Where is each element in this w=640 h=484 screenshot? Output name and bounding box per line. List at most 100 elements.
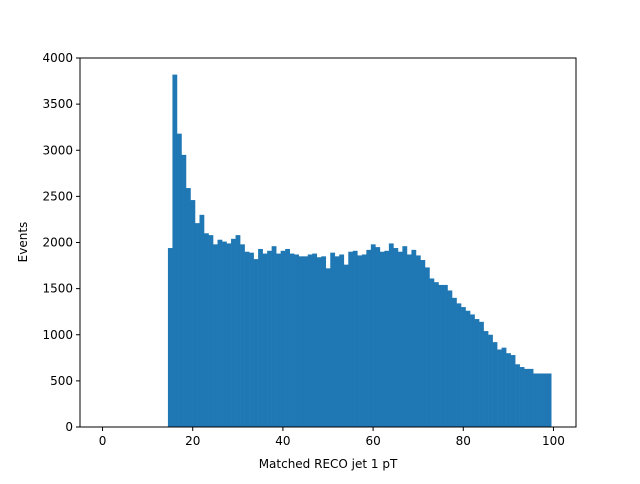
histogram-bar [217, 239, 223, 427]
histogram-bar [316, 257, 322, 427]
histogram-bar [510, 355, 516, 427]
histogram-bar [231, 238, 236, 427]
histogram-bar [249, 252, 254, 427]
histogram-bar [285, 248, 290, 427]
y-tick-label: 2500 [42, 189, 73, 203]
histogram-bar [406, 254, 412, 427]
histogram-bar [181, 154, 187, 428]
x-tick-label: 80 [456, 434, 471, 448]
histogram-bar [424, 267, 430, 427]
histogram-bar [190, 200, 196, 427]
histogram-bar [357, 255, 363, 427]
histogram-bar [235, 235, 241, 427]
histogram-bar [199, 214, 205, 427]
histogram-bar [294, 254, 299, 427]
y-tick-label: 500 [50, 374, 73, 388]
histogram-bar [222, 241, 227, 427]
histogram-bar [262, 253, 268, 427]
histogram-bar [280, 250, 286, 427]
y-tick-label: 0 [65, 420, 73, 434]
histogram-bar [267, 250, 272, 427]
y-axis-label: Events [16, 222, 30, 263]
histogram-bar [339, 254, 345, 427]
histogram-bar [384, 250, 390, 427]
histogram-bar [361, 254, 367, 427]
histogram-bar [258, 248, 263, 427]
histogram-bar [519, 367, 525, 427]
histogram-bar [307, 254, 313, 427]
histogram-bar [546, 373, 552, 427]
histogram-bar [393, 248, 399, 427]
histogram-bar [240, 244, 245, 427]
x-axis-label: Matched RECO jet 1 pT [259, 457, 398, 471]
histogram-bar [411, 249, 417, 427]
histogram-bar [289, 253, 295, 427]
histogram-bar [208, 235, 214, 427]
histogram-bar [515, 364, 520, 427]
histogram-bar [325, 268, 331, 427]
histogram-bar [537, 373, 543, 427]
histogram-bar [226, 243, 232, 427]
x-tick-label: 20 [185, 434, 200, 448]
histogram-bar [321, 256, 327, 427]
y-tick-label: 4000 [42, 51, 73, 65]
y-axis-ticks: 0 500 1000 1500 2000 2500 3000 3500 4000 [42, 51, 80, 434]
histogram-bar [194, 223, 200, 427]
histogram-bar [244, 251, 250, 427]
histogram-bar [438, 284, 444, 427]
histogram-bar [213, 244, 218, 427]
histogram-bar [533, 373, 538, 427]
histogram-bar [366, 249, 372, 427]
histogram-bar [276, 253, 281, 427]
y-tick-label: 1000 [42, 328, 73, 342]
histogram-bar [176, 133, 182, 427]
histogram-bar [479, 321, 484, 427]
histogram-bar [185, 188, 191, 427]
histogram-bar [492, 342, 498, 427]
histogram-bar [271, 246, 277, 427]
histogram-bar [379, 251, 385, 427]
histogram-bar [456, 303, 462, 427]
histogram-bar [312, 253, 318, 427]
histogram-bar [352, 250, 358, 427]
histogram-bar [415, 255, 421, 427]
histogram-bar [397, 251, 403, 427]
histogram-bar [204, 233, 209, 427]
histogram-bar [506, 353, 511, 427]
histogram-bar [497, 349, 502, 427]
histogram-bar [488, 334, 493, 427]
histogram-bar [429, 278, 435, 427]
histogram-bar [461, 307, 466, 427]
x-tick-label: 60 [365, 434, 380, 448]
histogram-bar [253, 259, 259, 427]
histogram-bar [470, 314, 475, 427]
histogram-bar [348, 251, 354, 427]
histogram-bar [483, 331, 489, 427]
y-tick-label: 3000 [42, 143, 73, 157]
y-tick-label: 2000 [42, 236, 73, 250]
histogram-bar [298, 256, 304, 427]
histogram-bar [167, 248, 173, 427]
histogram-bar [501, 347, 507, 427]
histogram-bar [388, 243, 394, 427]
histogram-bar [420, 260, 426, 427]
histogram-bar [370, 244, 376, 427]
histogram-bars [167, 74, 552, 428]
histogram-bar [172, 74, 178, 427]
histogram-bar [542, 373, 547, 427]
histogram-bar [465, 310, 471, 427]
histogram-bar [303, 256, 309, 427]
histogram-bar [375, 247, 381, 427]
x-axis-ticks: 0 20 40 60 80 100 [99, 427, 565, 448]
histogram-bar [524, 368, 529, 427]
histogram-bar [442, 284, 448, 427]
x-tick-label: 100 [542, 434, 565, 448]
histogram-bar [343, 264, 349, 427]
histogram-bar [330, 252, 336, 427]
histogram-bar [334, 256, 340, 427]
histogram-bar [474, 319, 480, 427]
x-tick-label: 0 [99, 434, 107, 448]
histogram-bar [433, 282, 439, 427]
histogram-bar [528, 368, 534, 427]
